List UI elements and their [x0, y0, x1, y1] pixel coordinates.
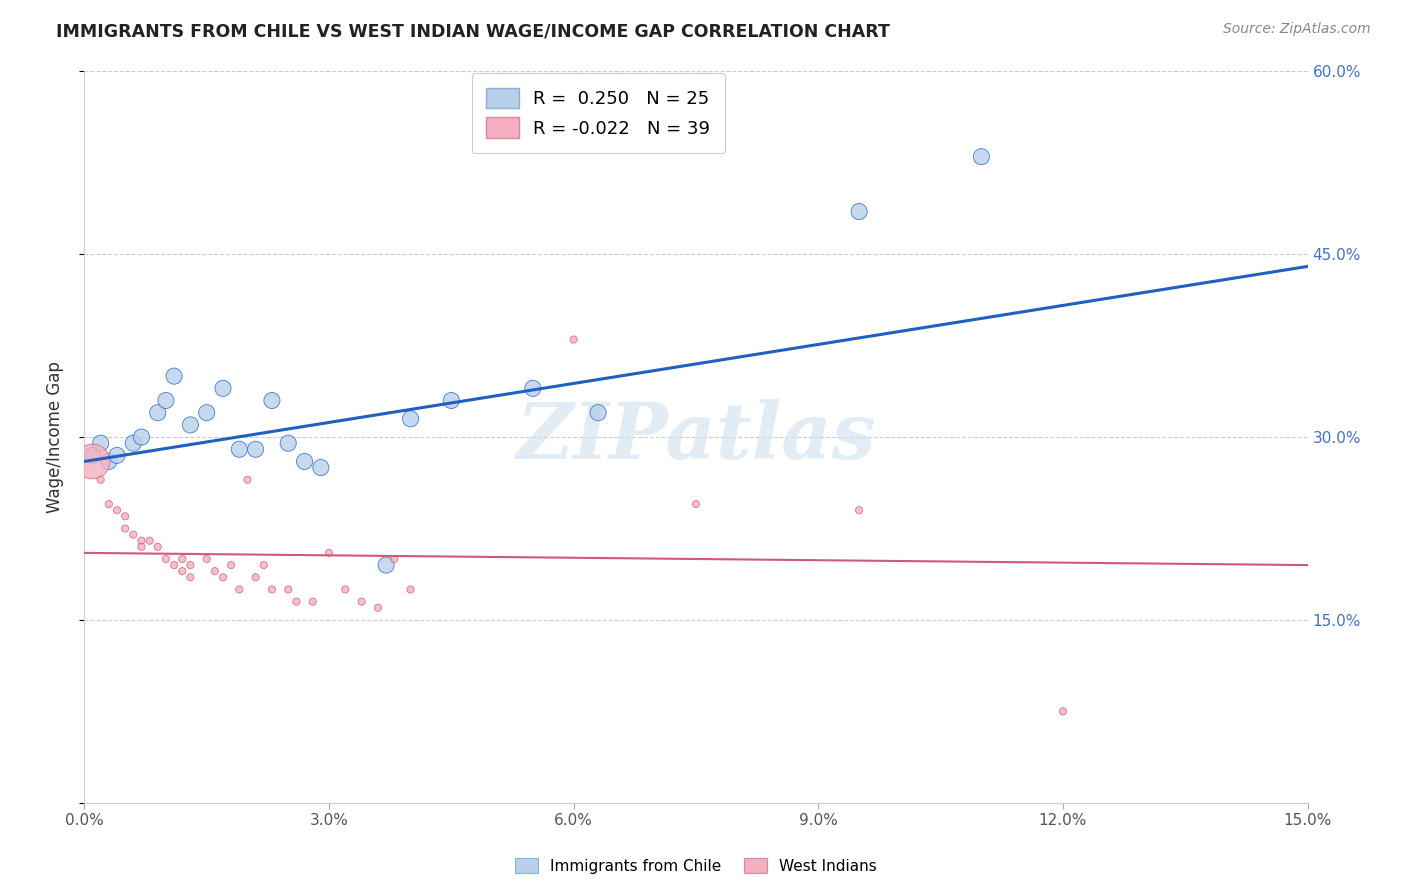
- Point: [685, 497, 707, 511]
- Point: [367, 600, 389, 615]
- Point: [219, 558, 242, 573]
- Point: [131, 533, 153, 548]
- Point: [90, 473, 112, 487]
- Point: [131, 430, 153, 444]
- Point: [114, 521, 136, 535]
- Point: [212, 570, 235, 584]
- Point: [155, 552, 177, 566]
- Point: [179, 417, 201, 432]
- Point: [195, 552, 218, 566]
- Point: [163, 558, 186, 573]
- Point: [245, 442, 267, 457]
- Point: [522, 381, 544, 395]
- Point: [195, 406, 218, 420]
- Point: [301, 594, 323, 608]
- Point: [138, 533, 160, 548]
- Point: [122, 527, 145, 541]
- Point: [277, 436, 299, 450]
- Point: [97, 497, 120, 511]
- Point: [399, 412, 422, 426]
- Point: [146, 540, 169, 554]
- Point: [253, 558, 276, 573]
- Point: [122, 436, 145, 450]
- Point: [294, 454, 316, 468]
- Point: [260, 393, 283, 408]
- Point: [228, 582, 250, 597]
- Point: [318, 546, 340, 560]
- Point: [848, 204, 870, 219]
- Point: [586, 406, 609, 420]
- Point: [179, 570, 201, 584]
- Point: [399, 582, 422, 597]
- Point: [172, 552, 194, 566]
- Point: [350, 594, 373, 608]
- Point: [1052, 705, 1074, 719]
- Point: [440, 393, 463, 408]
- Text: ZIPatlas: ZIPatlas: [516, 399, 876, 475]
- Point: [105, 448, 128, 462]
- Point: [245, 570, 267, 584]
- Text: Source: ZipAtlas.com: Source: ZipAtlas.com: [1223, 22, 1371, 37]
- Point: [562, 333, 585, 347]
- Point: [163, 369, 186, 384]
- Point: [204, 564, 226, 578]
- Point: [848, 503, 870, 517]
- Point: [105, 503, 128, 517]
- Text: IMMIGRANTS FROM CHILE VS WEST INDIAN WAGE/INCOME GAP CORRELATION CHART: IMMIGRANTS FROM CHILE VS WEST INDIAN WAG…: [56, 22, 890, 40]
- Point: [335, 582, 357, 597]
- Point: [131, 540, 153, 554]
- Point: [82, 448, 104, 462]
- Point: [90, 436, 112, 450]
- Point: [172, 564, 194, 578]
- Legend: R =  0.250   N = 25, R = -0.022   N = 39: R = 0.250 N = 25, R = -0.022 N = 39: [471, 73, 724, 153]
- Point: [277, 582, 299, 597]
- Point: [179, 558, 201, 573]
- Point: [970, 150, 993, 164]
- Point: [155, 393, 177, 408]
- Point: [212, 381, 235, 395]
- Point: [97, 454, 120, 468]
- Point: [260, 582, 283, 597]
- Point: [375, 558, 398, 573]
- Point: [285, 594, 308, 608]
- Point: [228, 442, 250, 457]
- Point: [82, 454, 104, 468]
- Point: [309, 460, 332, 475]
- Point: [114, 509, 136, 524]
- Y-axis label: Wage/Income Gap: Wage/Income Gap: [45, 361, 63, 513]
- Point: [236, 473, 259, 487]
- Point: [146, 406, 169, 420]
- Point: [382, 552, 405, 566]
